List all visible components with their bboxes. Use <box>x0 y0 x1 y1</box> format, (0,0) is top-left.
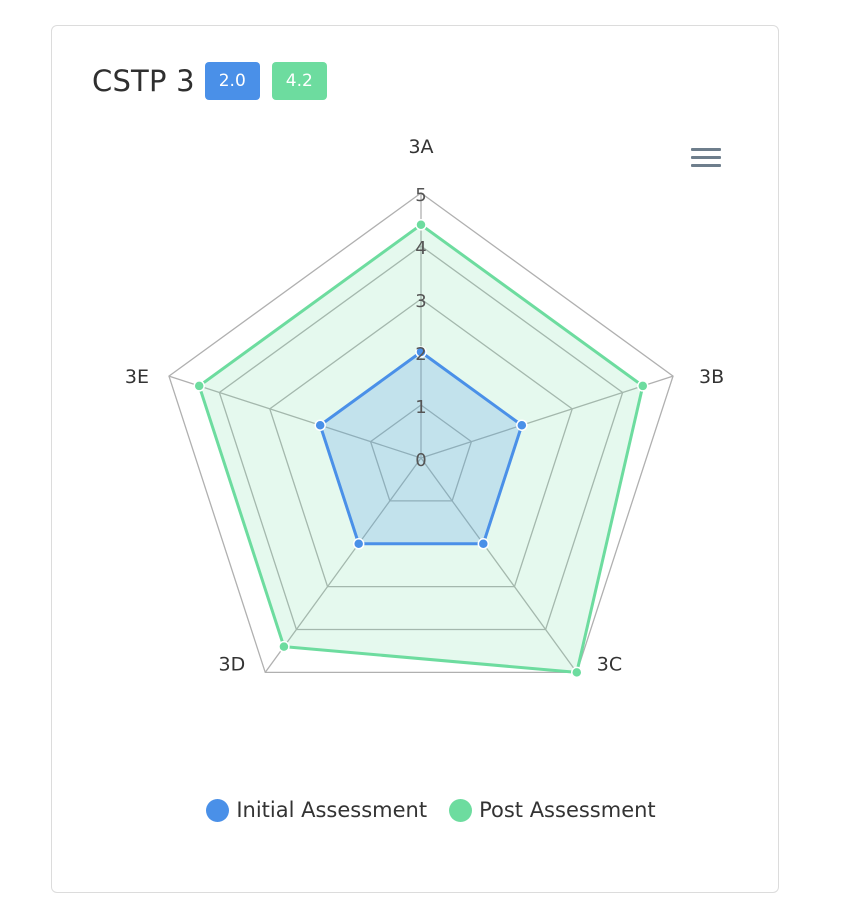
chart-menu-icon[interactable] <box>689 144 723 174</box>
series-area-initial <box>318 350 524 546</box>
point-post-3b[interactable] <box>637 380 649 392</box>
point-initial-3c[interactable] <box>477 538 490 550</box>
point-post-3c[interactable] <box>571 666 583 679</box>
axis-label-3c: 3C <box>597 653 622 675</box>
tick-label-0: 0 <box>415 450 426 471</box>
card-header: CSTP 3 2.0 4.2 <box>92 62 339 100</box>
series-initial <box>314 346 528 550</box>
axis-label-3d: 3D <box>219 653 246 675</box>
chart-card: CSTP 3 2.0 4.2 <box>51 25 779 893</box>
chart-legend: Initial Assessment Post Assessment <box>0 798 862 822</box>
series-area-post <box>197 223 645 674</box>
point-post-3d[interactable] <box>278 640 290 653</box>
point-initial-3b[interactable] <box>516 419 528 431</box>
axis-label-3a: 3A <box>408 136 433 158</box>
point-post-3e[interactable] <box>193 380 205 392</box>
legend-item-post-assessment[interactable]: Post Assessment <box>449 798 656 822</box>
legend-label-initial: Initial Assessment <box>236 798 428 822</box>
radial-tick-labels: 0 1 2 3 4 5 <box>415 185 426 471</box>
grid-spoke-3d <box>264 457 422 673</box>
point-initial-3d[interactable] <box>352 538 365 550</box>
point-post-3a[interactable] <box>415 219 427 231</box>
grid-spoke-3c <box>420 457 578 673</box>
axis-label-3e: 3E <box>125 366 149 388</box>
card-title: CSTP 3 <box>92 64 195 98</box>
radar-series <box>193 219 649 679</box>
point-initial-3a[interactable] <box>415 346 427 358</box>
tick-label-5: 5 <box>415 185 426 206</box>
legend-marker-post <box>449 798 473 822</box>
post-score-badge: 4.2 <box>271 62 327 100</box>
radar-grid <box>168 192 674 674</box>
tick-label-4: 4 <box>415 238 426 259</box>
grid-ring-1 <box>369 404 473 502</box>
series-post <box>193 219 649 679</box>
grid-spoke-3b <box>420 375 674 459</box>
grid-ring-4 <box>218 245 624 631</box>
axis-label-3b: 3B <box>699 366 724 388</box>
legend-marker-initial <box>206 798 230 822</box>
grid-ring-5 <box>168 192 674 674</box>
tick-label-1: 1 <box>415 397 426 418</box>
point-initial-3e[interactable] <box>314 419 326 431</box>
grid-spoke-3e <box>168 375 422 459</box>
initial-score-badge: 2.0 <box>204 62 260 100</box>
legend-label-post: Post Assessment <box>479 798 656 822</box>
grid-ring-3 <box>269 298 573 588</box>
axis-labels: 3A 3B 3C 3D 3E <box>125 136 724 675</box>
tick-label-3: 3 <box>415 291 426 312</box>
legend-item-initial-assessment[interactable]: Initial Assessment <box>206 798 427 822</box>
tick-label-2: 2 <box>415 344 426 365</box>
